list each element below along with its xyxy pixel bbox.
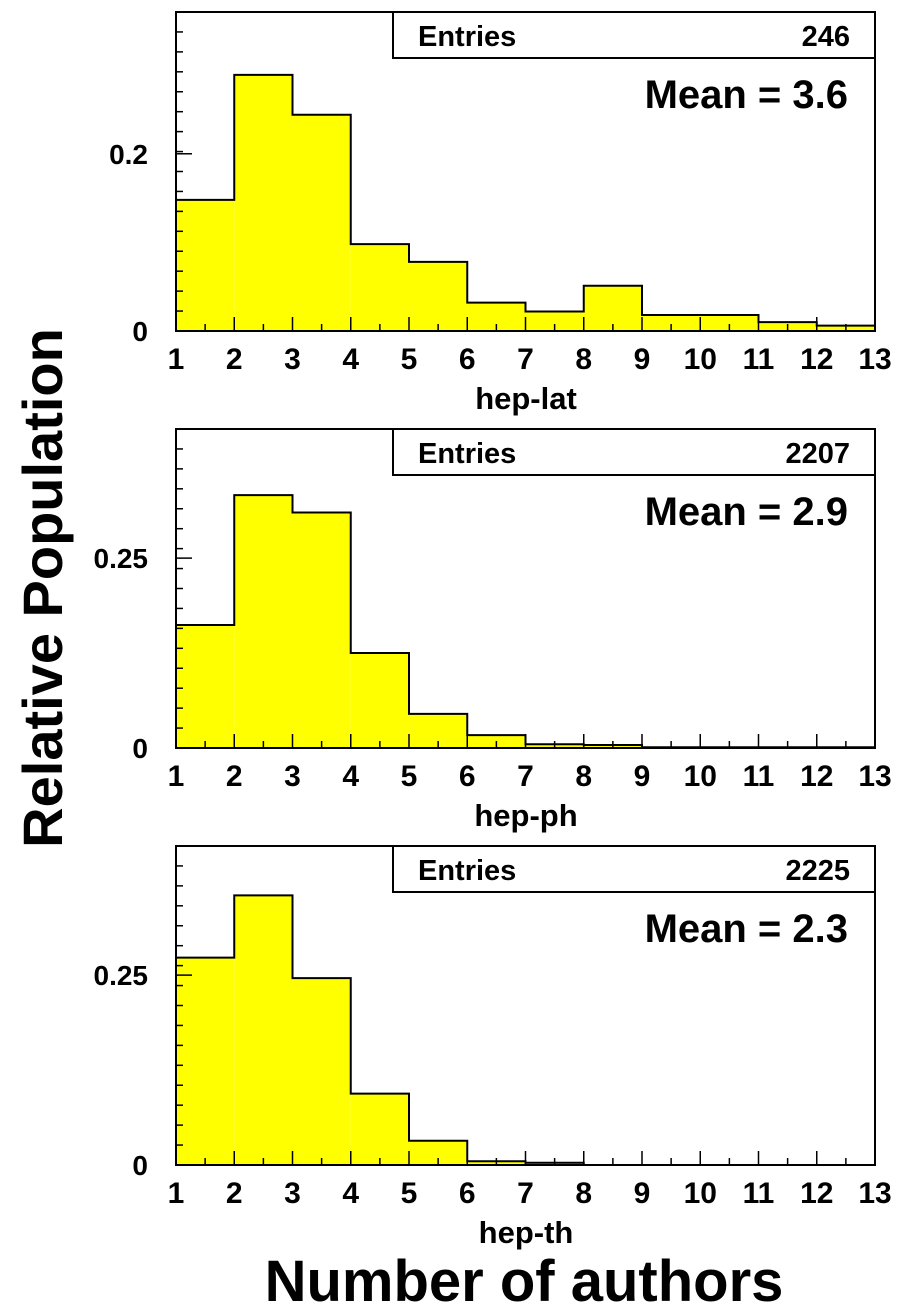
bar — [292, 114, 351, 332]
bar — [350, 653, 409, 748]
mean-label: Mean = 2.9 — [645, 490, 848, 534]
x-tick-label: 1 — [168, 343, 185, 376]
x-tick-label: 7 — [517, 1177, 534, 1210]
x-tick-label: 3 — [284, 1177, 301, 1210]
x-tick-label: 5 — [401, 343, 418, 376]
bar — [350, 244, 409, 331]
x-tick-label: 9 — [634, 343, 651, 376]
bar — [292, 512, 351, 748]
x-tick-label: 12 — [800, 343, 833, 376]
bar — [409, 261, 468, 331]
y-tick-label: 0 — [132, 1150, 148, 1181]
x-tick-label: 1 — [168, 1177, 185, 1210]
x-tick-label: 10 — [684, 760, 717, 793]
x-tick-label: 12 — [800, 760, 833, 793]
y-tick-label: 0.25 — [94, 960, 149, 991]
x-tick-label: 1 — [168, 760, 185, 793]
x-tick-label: 9 — [634, 1177, 651, 1210]
x-tick-label: 11 — [743, 760, 775, 793]
x-tick-label: 2 — [226, 343, 243, 376]
bar — [176, 957, 235, 1165]
x-tick-label: 10 — [684, 343, 717, 376]
y-tick-label: 0.2 — [109, 139, 148, 170]
x-tick-label: 4 — [342, 1177, 359, 1210]
x-tick-label: 8 — [575, 1177, 592, 1210]
y-tick-label: 0 — [132, 316, 148, 347]
bar — [350, 1093, 409, 1165]
panel-label: hep-lat — [475, 381, 577, 416]
y-axis-label: Relative Population — [11, 328, 74, 848]
bar — [234, 74, 293, 332]
x-tick-label: 9 — [634, 760, 651, 793]
x-tick-label: 3 — [284, 343, 301, 376]
stats-entries-label: Entries — [418, 438, 516, 470]
x-tick-label: 13 — [858, 760, 891, 793]
y-tick-label: 0.25 — [94, 543, 149, 574]
x-tick-label: 5 — [401, 760, 418, 793]
y-tick-label: 0 — [132, 733, 148, 764]
x-tick-label: 5 — [401, 1177, 418, 1210]
x-tick-label: 3 — [284, 760, 301, 793]
x-tick-label: 2 — [226, 760, 243, 793]
stats-box — [392, 428, 876, 476]
x-axis-label: Number of authors — [265, 1249, 784, 1309]
bar — [176, 199, 235, 331]
x-tick-label: 7 — [517, 343, 534, 376]
x-tick-label: 4 — [342, 760, 359, 793]
x-tick-label: 11 — [743, 343, 775, 376]
x-tick-label: 11 — [743, 1177, 775, 1210]
x-tick-label: 13 — [858, 343, 891, 376]
x-tick-label: 8 — [575, 343, 592, 376]
mean-label: Mean = 2.3 — [645, 907, 848, 951]
bar — [700, 315, 759, 331]
x-tick-label: 13 — [858, 1177, 891, 1210]
bar — [176, 624, 235, 748]
x-tick-label: 10 — [684, 1177, 717, 1210]
bar — [642, 315, 701, 331]
bar — [292, 978, 351, 1165]
bar — [583, 285, 642, 331]
stats-box — [392, 845, 876, 893]
mean-label: Mean = 3.6 — [645, 73, 848, 117]
x-tick-label: 7 — [517, 760, 534, 793]
panel-label: hep-ph — [474, 798, 577, 833]
stats-box — [392, 11, 876, 59]
stats-entries-value: 2207 — [785, 438, 850, 470]
x-tick-label: 6 — [459, 1177, 476, 1210]
bar — [234, 495, 293, 748]
x-tick-label: 2 — [226, 1177, 243, 1210]
x-tick-label: 4 — [342, 343, 359, 376]
x-tick-label: 12 — [800, 1177, 833, 1210]
panel-label: hep-th — [479, 1215, 574, 1250]
x-tick-label: 6 — [459, 760, 476, 793]
bar — [525, 311, 584, 331]
stats-entries-label: Entries — [418, 21, 516, 53]
x-tick-label: 6 — [459, 343, 476, 376]
stats-entries-value: 246 — [802, 21, 850, 53]
stats-entries-value: 2225 — [785, 855, 850, 887]
x-tick-label: 8 — [575, 760, 592, 793]
bar — [234, 895, 293, 1165]
stats-entries-label: Entries — [418, 855, 516, 887]
